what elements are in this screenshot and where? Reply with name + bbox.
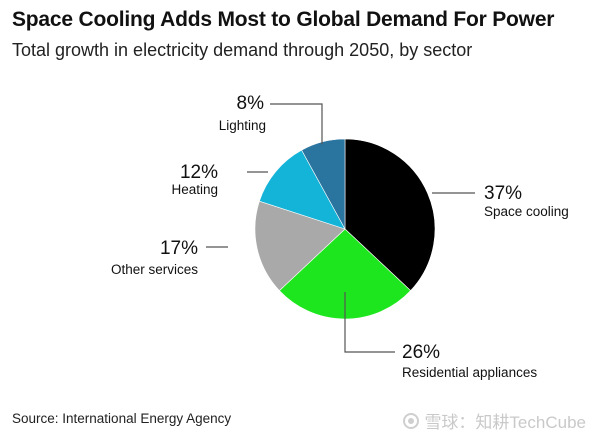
slice-value-label: 12%	[180, 162, 218, 183]
watermark-text: 雪球：知耕TechCube	[424, 413, 586, 432]
slice-category-label: Lighting	[219, 118, 266, 133]
chart-subtitle: Total growth in electricity demand throu…	[12, 40, 473, 60]
snowball-logo-icon	[403, 412, 420, 429]
slice-value-label: 8%	[237, 93, 265, 114]
pie-slice-other-services	[254, 200, 346, 292]
slice-category-label: Other services	[111, 262, 198, 277]
leader-line	[344, 292, 395, 353]
pie-slice-space-cooling	[344, 138, 436, 292]
slice-value-label: 37%	[484, 183, 522, 204]
chart-title: Space Cooling Adds Most to Global Demand…	[12, 8, 555, 31]
pie-slice-heating	[259, 149, 346, 230]
source-note: Source: International Energy Agency	[12, 411, 232, 426]
pie-slice-lighting	[301, 138, 346, 230]
slice-value-label: 26%	[402, 342, 440, 363]
slice-category-label: Heating	[171, 182, 218, 197]
watermark: 雪球：知耕TechCube	[403, 408, 586, 433]
slice-value-label: 17%	[160, 238, 198, 259]
slice-category-label: Residential appliances	[402, 365, 537, 380]
leader-line	[270, 103, 323, 145]
slice-category-label: Space cooling	[484, 204, 569, 219]
